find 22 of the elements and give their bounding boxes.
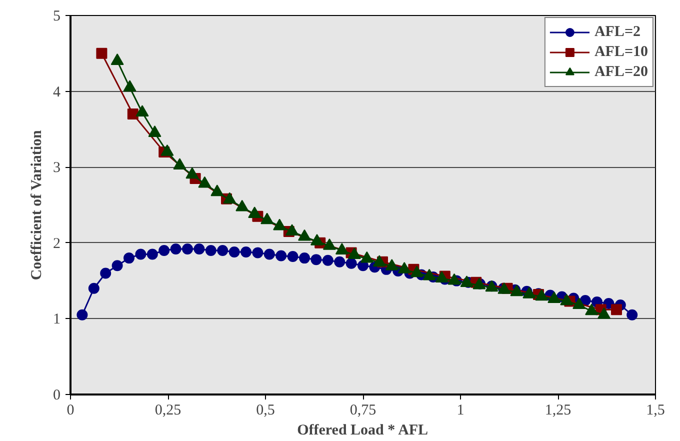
y-tick-label: 5 xyxy=(53,8,60,24)
x-tick-label: 1,5 xyxy=(646,402,665,418)
y-tick-label: 3 xyxy=(53,160,60,176)
y-axis-title: Coefficient of Variation xyxy=(29,129,45,280)
x-axis-title: Offered Load * AFL xyxy=(297,422,428,438)
x-tick-label: 0,5 xyxy=(256,402,275,418)
y-tick-label: 1 xyxy=(53,312,60,328)
x-tick-label: 0,25 xyxy=(154,402,182,418)
y-tick-label: 4 xyxy=(53,84,61,100)
y-tick-label: 0 xyxy=(53,388,60,404)
point xyxy=(611,304,622,316)
x-tick-label: 0 xyxy=(66,402,74,418)
legend-label: AFL=10 xyxy=(594,44,648,60)
y-tick-label: 2 xyxy=(53,236,60,252)
legend-label: AFL=20 xyxy=(594,64,648,80)
x-tick-label: 0,75 xyxy=(350,402,376,418)
point xyxy=(110,54,124,65)
legend-label: AFL=2 xyxy=(594,24,640,40)
point xyxy=(76,309,88,320)
x-tick-label: 1 xyxy=(456,402,464,418)
x-tick-label: 1,25 xyxy=(544,402,572,418)
point xyxy=(626,309,638,320)
